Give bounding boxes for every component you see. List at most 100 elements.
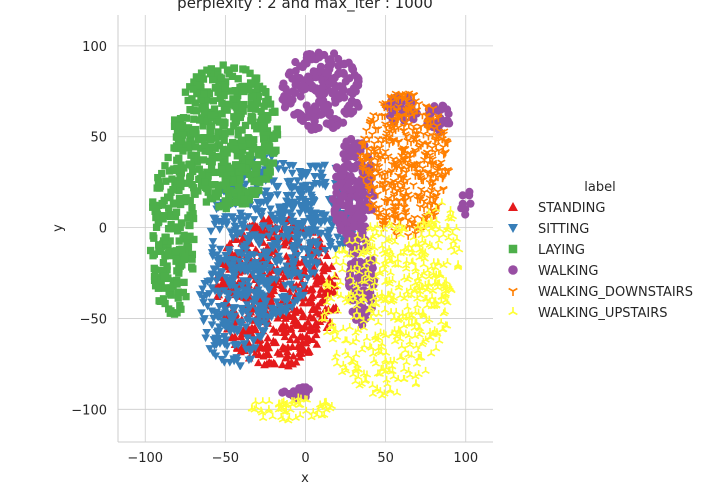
data-point	[312, 324, 321, 332]
data-point	[360, 234, 369, 242]
data-point	[353, 232, 362, 240]
data-point	[431, 278, 440, 286]
data-point	[253, 233, 263, 242]
data-point	[206, 128, 214, 137]
data-point	[286, 281, 295, 289]
data-point	[453, 260, 463, 268]
data-point	[377, 241, 387, 250]
data-point	[379, 329, 388, 337]
data-point	[369, 112, 378, 120]
data-point	[186, 160, 195, 169]
data-point	[221, 84, 229, 92]
data-point	[246, 170, 254, 178]
data-point	[166, 212, 175, 221]
data-point	[269, 159, 278, 167]
data-point	[307, 297, 317, 306]
data-point	[245, 252, 254, 261]
data-point	[439, 186, 448, 195]
data-point	[161, 233, 169, 241]
data-point	[394, 325, 403, 333]
data-point	[284, 361, 293, 370]
data-point	[232, 145, 240, 154]
data-point	[237, 136, 246, 144]
legend-marker	[508, 307, 518, 316]
data-point	[444, 109, 453, 118]
data-point	[288, 285, 298, 294]
data-point	[357, 141, 367, 149]
data-point	[437, 198, 447, 206]
data-point	[183, 238, 191, 247]
data-point	[380, 389, 389, 397]
data-point	[176, 200, 185, 209]
data-point	[288, 87, 298, 96]
data-point	[201, 141, 209, 149]
data-point	[175, 265, 183, 273]
data-point	[411, 379, 421, 387]
data-point	[340, 60, 349, 69]
data-point	[223, 174, 231, 183]
data-point	[236, 175, 244, 184]
data-point	[174, 294, 182, 302]
data-point	[184, 243, 193, 251]
series-walking-upstairs	[247, 198, 464, 424]
data-point	[288, 351, 298, 360]
data-point	[211, 180, 219, 189]
data-point	[238, 126, 246, 134]
data-point	[245, 196, 254, 204]
data-point	[425, 272, 434, 280]
data-point	[165, 167, 174, 175]
data-point	[427, 186, 436, 195]
data-point	[347, 185, 356, 194]
data-point	[272, 298, 282, 307]
data-point	[443, 222, 452, 231]
x-tick-label: 100	[453, 451, 478, 466]
data-point	[250, 136, 258, 144]
data-point	[294, 293, 304, 301]
data-point	[207, 162, 216, 170]
data-point	[296, 115, 305, 124]
data-point	[301, 231, 311, 240]
legend-label: STANDING	[538, 201, 605, 216]
data-point	[349, 370, 358, 378]
legend-marker	[508, 224, 518, 233]
data-point	[338, 246, 347, 255]
data-point	[430, 196, 440, 204]
data-point	[273, 348, 283, 356]
data-point	[289, 316, 299, 325]
data-point	[275, 308, 285, 316]
data-point	[172, 247, 180, 255]
data-point	[177, 219, 186, 227]
data-point	[296, 92, 305, 101]
data-point	[353, 285, 363, 293]
data-point	[263, 313, 273, 322]
data-point	[175, 237, 183, 245]
data-point	[322, 328, 332, 336]
data-point	[231, 284, 240, 292]
data-point	[332, 359, 342, 367]
data-point	[389, 182, 398, 190]
data-point	[415, 287, 425, 295]
data-point	[214, 67, 222, 75]
data-point	[265, 277, 275, 286]
data-point	[149, 198, 157, 206]
data-point	[282, 297, 292, 306]
data-point	[158, 169, 166, 178]
data-point	[188, 204, 196, 212]
data-point	[402, 287, 411, 295]
data-point	[373, 191, 382, 199]
data-point	[330, 209, 339, 219]
data-point	[182, 194, 190, 202]
data-point	[186, 196, 194, 205]
data-point	[211, 352, 221, 361]
data-point	[256, 118, 264, 126]
data-point	[293, 81, 303, 90]
data-point	[228, 261, 238, 270]
x-tick-label: −50	[212, 451, 239, 466]
data-point	[286, 199, 296, 208]
data-point	[233, 107, 241, 115]
data-point	[336, 226, 345, 235]
data-point	[187, 151, 195, 159]
data-point	[220, 309, 230, 318]
data-point	[375, 180, 385, 188]
data-point	[429, 329, 438, 338]
